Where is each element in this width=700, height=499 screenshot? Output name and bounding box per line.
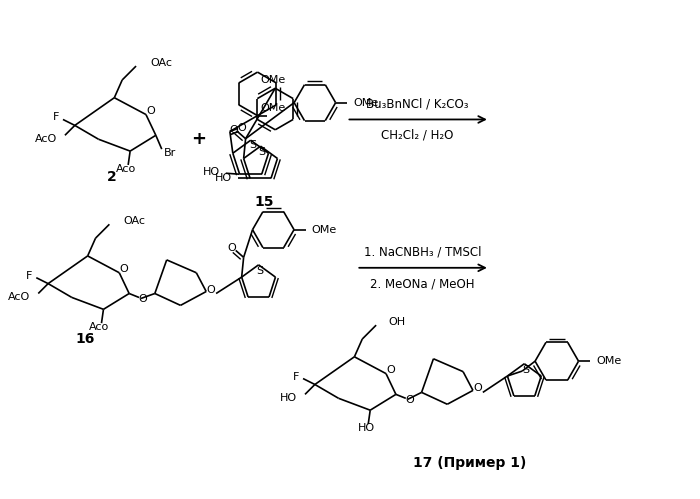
Text: F: F <box>293 372 299 382</box>
Text: +: + <box>191 130 206 148</box>
Text: 1. NaCNBH₃ / TMSCl: 1. NaCNBH₃ / TMSCl <box>364 246 482 258</box>
Text: 2. MeONa / MeOH: 2. MeONa / MeOH <box>370 277 475 290</box>
Text: S: S <box>258 147 265 157</box>
Text: O: O <box>230 125 238 135</box>
Text: OMe: OMe <box>312 225 337 235</box>
Text: 15: 15 <box>255 195 274 209</box>
Text: O: O <box>146 106 155 116</box>
Text: OMe: OMe <box>260 103 286 113</box>
Text: HO: HO <box>215 173 232 183</box>
Text: O: O <box>386 365 395 375</box>
Text: HO: HO <box>358 423 374 433</box>
Text: Br: Br <box>164 148 176 158</box>
Text: AcO: AcO <box>8 292 30 302</box>
Text: O: O <box>206 284 216 294</box>
Text: OAc: OAc <box>123 217 145 227</box>
Text: OMe: OMe <box>596 356 622 366</box>
Text: O: O <box>228 244 236 253</box>
Text: OMe: OMe <box>354 98 379 108</box>
Text: OAc: OAc <box>150 58 172 68</box>
Text: F: F <box>26 270 32 281</box>
Text: HO: HO <box>203 167 220 177</box>
Text: F: F <box>52 112 59 122</box>
Text: Aco: Aco <box>116 164 136 174</box>
Text: 2: 2 <box>106 170 116 184</box>
Text: AcO: AcO <box>35 134 57 144</box>
Text: OH: OH <box>388 317 405 327</box>
Text: S: S <box>249 140 256 150</box>
Text: O: O <box>237 122 246 133</box>
Text: O: O <box>473 383 482 393</box>
Text: CH₂Cl₂ / H₂O: CH₂Cl₂ / H₂O <box>382 129 454 142</box>
Text: O: O <box>139 294 148 304</box>
Text: HO: HO <box>280 393 297 403</box>
Text: S: S <box>256 266 263 276</box>
Text: O: O <box>120 264 129 274</box>
Text: S: S <box>522 365 529 375</box>
Text: O: O <box>405 395 414 405</box>
Text: 16: 16 <box>75 332 94 346</box>
Text: OMe: OMe <box>260 75 286 85</box>
Text: Bu₃BnNCl / K₂CO₃: Bu₃BnNCl / K₂CO₃ <box>366 97 469 110</box>
Text: Aco: Aco <box>90 322 110 332</box>
Text: 17 (Пример 1): 17 (Пример 1) <box>413 456 526 470</box>
